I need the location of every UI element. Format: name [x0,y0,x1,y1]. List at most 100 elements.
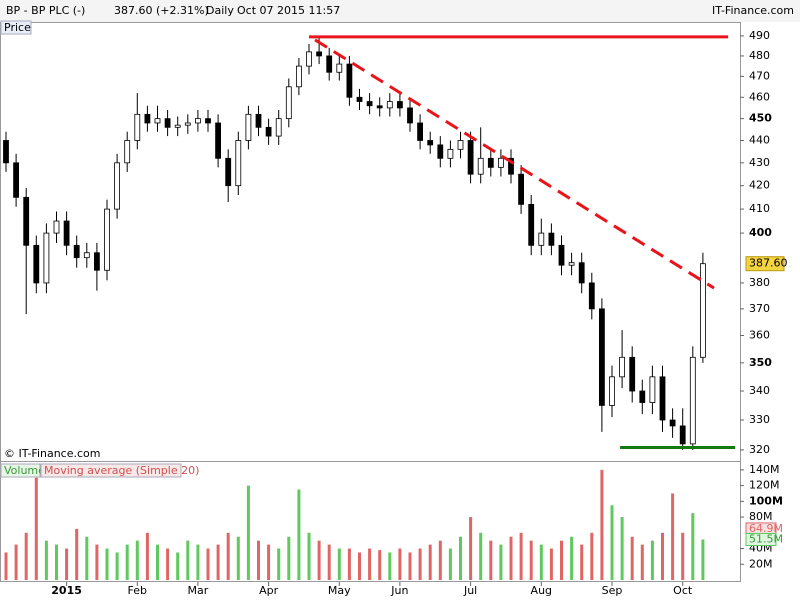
x-tick-label: Oct [673,584,693,597]
volume-bar [519,532,523,580]
candle-body [134,113,141,141]
candle-body [609,376,615,406]
volume-bar [378,550,382,580]
y-tick-label: 100M [749,494,783,507]
candle-body [336,63,343,73]
y-tick-label: 140M [749,463,780,476]
candle-body [437,144,444,159]
volume-bar [590,532,594,580]
volume-bar [125,544,129,580]
volume-bar [65,548,69,580]
candle-body [477,157,484,175]
copyright: © IT-Finance.com [4,447,101,460]
y-tick-label: 340 [749,384,770,397]
candle-body [205,118,211,124]
candle-body [346,63,353,98]
volume-bar [459,536,462,580]
volume-bar [428,544,432,580]
price-tag-label: 387.60 [749,257,788,270]
candle-body [63,220,70,246]
y-tick-label: 490 [749,29,770,42]
y-tick-label: 480 [749,49,770,62]
candle-body [376,105,383,109]
volume-bar [297,489,301,580]
y-tick-label: 350 [749,356,772,369]
datetime: Oct 07 2015 11:57 [237,4,340,17]
volume-bar [701,539,705,580]
legend-tag [0,463,41,478]
volume-bar [529,540,533,580]
volume-bar [560,540,563,580]
candle-body [245,113,252,141]
candle-body [225,157,232,187]
y-tick-label: 360 [749,328,770,341]
candle-body [43,232,50,284]
candle-body [578,262,585,284]
volume-bar [418,548,422,580]
y-tick-label: 450 [749,112,772,125]
period: Daily [206,4,234,17]
y-tick-label: 400 [749,226,772,239]
volume-bar [499,544,503,580]
candle-body [144,113,151,124]
volume-bar [85,536,89,580]
y-tick-label: 470 [749,69,770,82]
legend-ma: Moving average (Simple 20) [44,464,199,477]
volume-bar [358,552,361,580]
volume-bar [14,544,18,580]
candle-body [417,122,424,141]
volume-bar [469,517,473,580]
candle-body [295,65,302,88]
volume-bar [105,548,109,580]
candle-body [73,244,80,259]
candle-body [629,356,636,392]
candle-body [316,51,323,57]
volume-bar [408,552,412,580]
candle-body [184,122,191,126]
candle-body [215,122,222,159]
candle-body [174,124,181,128]
candle-body [53,220,60,234]
candle-body [447,148,454,159]
x-tick-label: May [328,584,351,597]
volume-bar [44,540,48,580]
candle-body [124,140,131,164]
volume-bar [55,544,58,580]
y-tick-label: 370 [749,302,770,315]
candle-body [356,96,363,102]
candle-body [306,51,312,67]
volume-bar [246,485,250,580]
volume-tag [745,532,777,546]
volume-bar [640,544,644,580]
volume-bar [509,536,513,580]
volume-bar [600,469,604,580]
candle-body [235,140,242,187]
volume-bar [368,548,372,580]
y-tick-label: 20M [749,557,773,570]
volume-bar [681,532,685,580]
y-tick-label: 380 [749,276,770,289]
candle-body [104,208,110,271]
header-bar [0,0,800,22]
volume-bar [4,552,8,580]
candle-body [164,118,171,128]
volume-bar [206,548,210,580]
quote: 387.60 (+2.31%) [114,4,209,17]
candle-body [23,196,30,246]
candle-body [94,252,100,271]
volume-bar [570,536,574,580]
volume-bar [580,544,584,580]
legend-volume: Volume [4,464,45,477]
candle-body [13,162,20,198]
volume-bar [145,532,149,580]
volume-bar [34,477,38,580]
volume-bar [610,505,614,580]
candle-body [194,118,201,124]
volume-bar [337,548,341,580]
volume-bar [307,532,311,580]
volume-bar [317,540,321,580]
volume-bar [398,548,402,580]
volume-bar [156,544,159,580]
volume-bar [388,552,392,580]
candle-body [3,140,9,164]
